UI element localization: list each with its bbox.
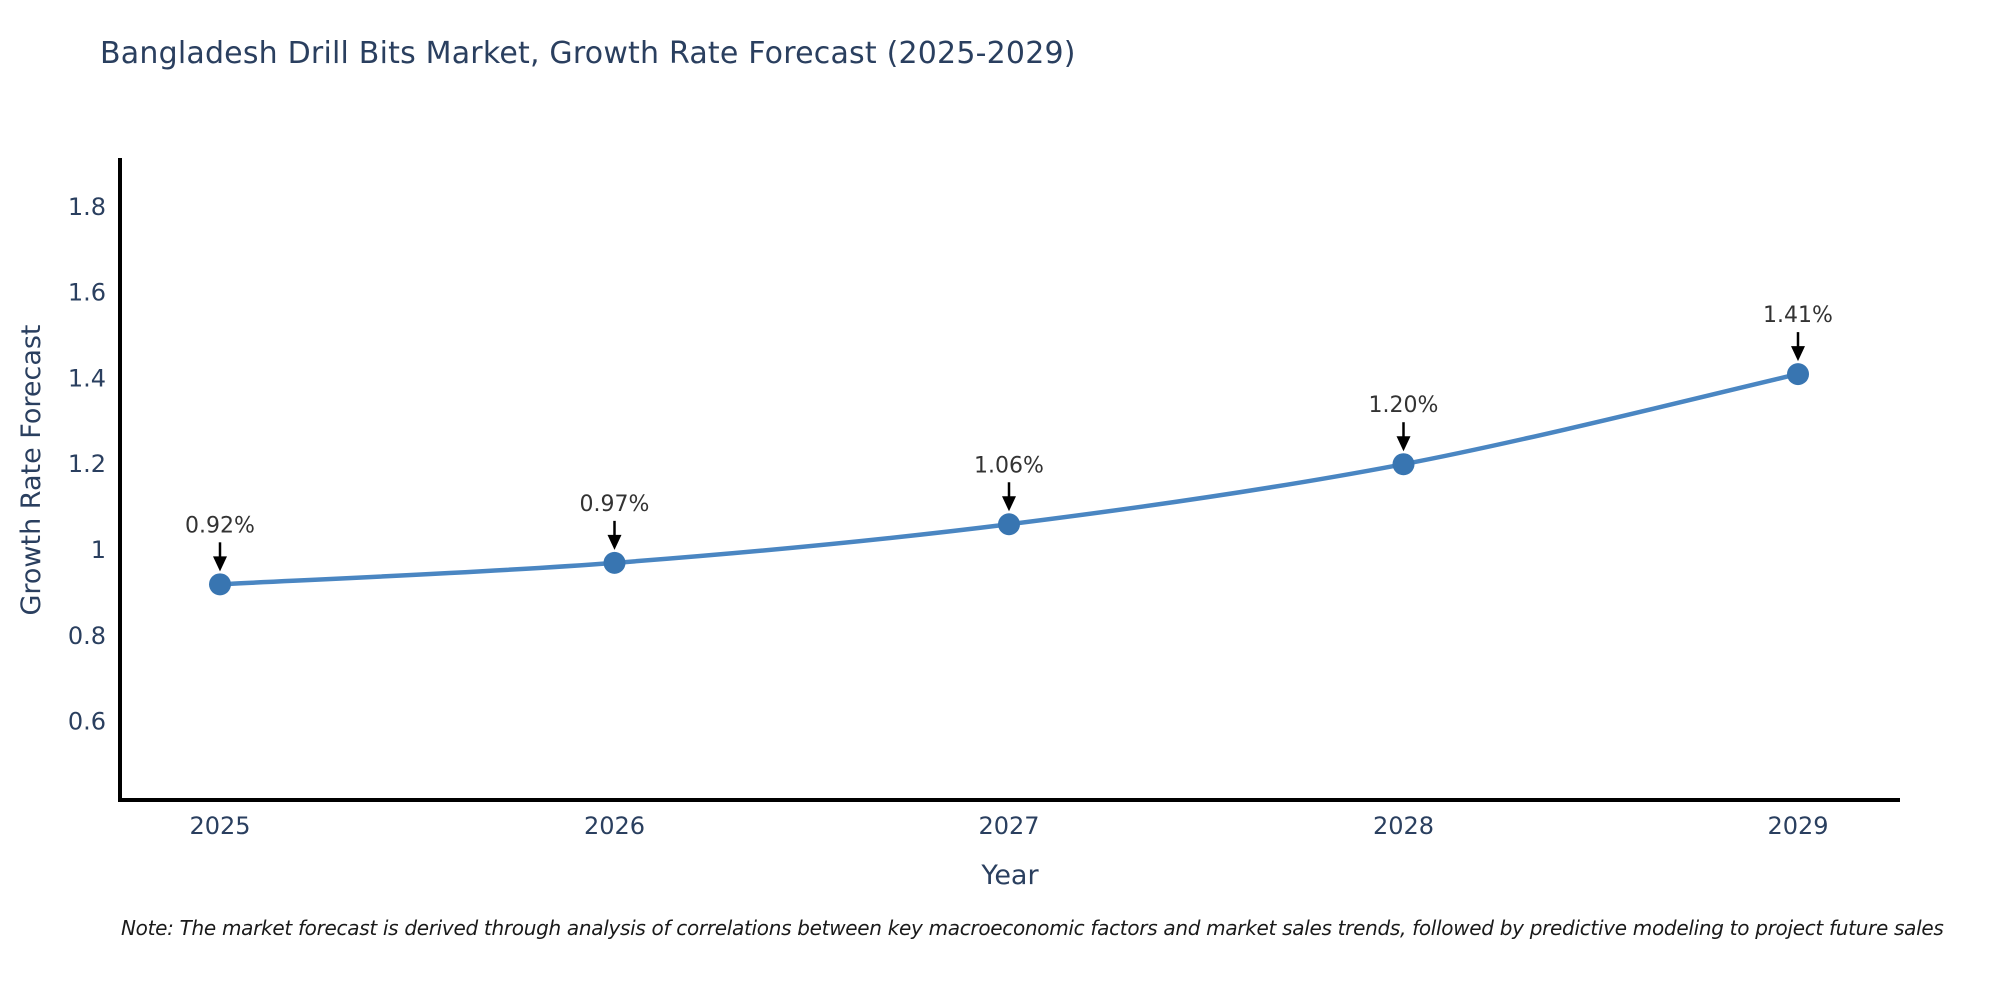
annotation-arrowhead-icon (1002, 496, 1016, 512)
data-point-marker (209, 573, 231, 596)
x-tick-label: 2026 (584, 812, 645, 840)
annotation-arrowhead-icon (213, 556, 227, 572)
point-value-label: 1.20% (1369, 393, 1439, 418)
data-point-marker (1392, 453, 1415, 476)
y-tick-label: 1 (91, 536, 106, 564)
point-value-label: 1.41% (1763, 303, 1833, 328)
x-tick-label: 2025 (189, 812, 250, 840)
point-value-label: 0.97% (580, 492, 650, 517)
y-tick-label: 0.8 (68, 622, 106, 650)
y-tick-label: 1.8 (68, 193, 106, 221)
annotation-arrowhead-icon (607, 534, 622, 550)
data-point-marker (1787, 363, 1809, 386)
x-tick-label: 2029 (1767, 812, 1828, 840)
chart-title: Bangladesh Drill Bits Market, Growth Rat… (100, 36, 1076, 71)
y-tick-label: 1.4 (68, 364, 106, 392)
y-tick-label: 0.6 (68, 708, 106, 736)
series-line (217, 371, 1801, 587)
y-axis-title: Growth Rate Forecast (16, 324, 47, 615)
data-point-marker (603, 551, 626, 574)
y-tick-label: 1.6 (68, 279, 106, 307)
x-axis-title: Year (980, 860, 1039, 891)
point-value-label: 1.06% (974, 453, 1044, 478)
x-tick-label: 2028 (1373, 812, 1434, 840)
y-tick-label: 1.2 (68, 450, 106, 478)
annotation-arrowhead-icon (1791, 346, 1805, 362)
data-point-marker (998, 513, 1020, 536)
footnote: Note: The market forecast is derived thr… (121, 916, 1944, 940)
point-value-label: 0.92% (185, 513, 255, 538)
annotation-arrowhead-icon (1396, 436, 1411, 452)
x-tick-label: 2027 (978, 812, 1039, 840)
